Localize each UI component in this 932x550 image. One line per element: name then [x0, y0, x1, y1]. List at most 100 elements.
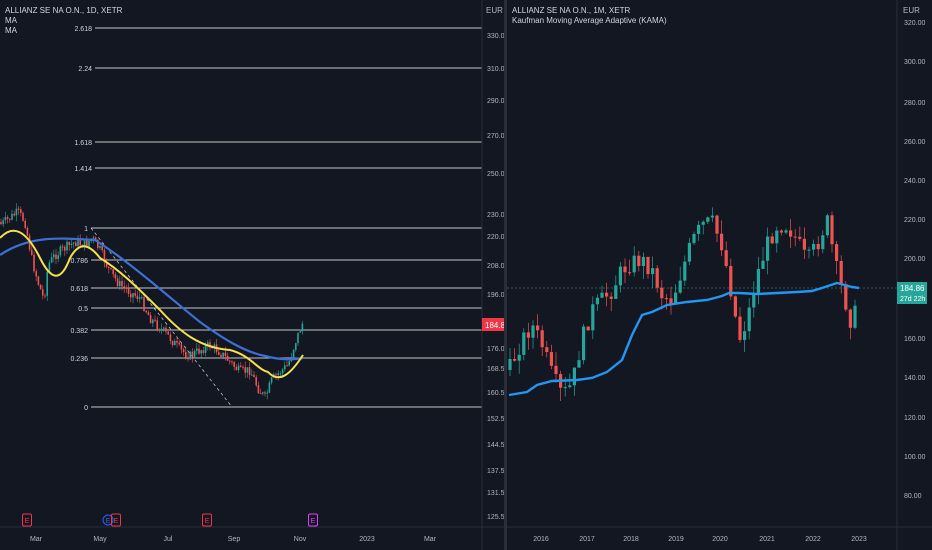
daily-candle [262, 392, 264, 394]
daily-candle [152, 319, 154, 324]
daily-candle [185, 352, 187, 358]
daily-candle [182, 349, 185, 353]
left-time-tick: 2023 [359, 536, 375, 543]
left-price-tick: 152.50 [487, 416, 504, 423]
daily-candle [213, 344, 216, 348]
daily-candle [275, 374, 277, 376]
daily-candle [31, 249, 33, 255]
monthly-candle [678, 280, 682, 293]
daily-candle [55, 254, 57, 259]
monthly-candle [835, 244, 839, 261]
daily-candle [66, 241, 68, 251]
daily-candle [94, 237, 97, 240]
monthly-candle [563, 387, 567, 389]
daily-candle [288, 361, 290, 366]
left-price-tick: 125.50 [487, 514, 504, 521]
daily-candle [17, 208, 20, 210]
kama-indicator[interactable]: Kaufman Moving Average Adaptive (KAMA) [512, 16, 667, 25]
right-currency-label: EUR [903, 6, 920, 15]
event-marker-label: E [25, 518, 30, 525]
daily-candle [101, 246, 103, 250]
right-time-tick: 2016 [533, 536, 549, 543]
left-chart-legend: ALLIANZ SE NA O.N., 1D, XETR MA MA [5, 6, 122, 36]
daily-candle [50, 257, 53, 263]
daily-candle [35, 271, 37, 277]
daily-candle [130, 293, 132, 298]
right-chart-panel[interactable]: EUR 320.00 300.00 280.00 260.00 240.00 220.00… [507, 0, 932, 550]
monthly-candle [720, 233, 724, 251]
daily-candle [61, 246, 64, 248]
left-price-tick: 196.00 [487, 292, 504, 299]
fib-level-label: 2.618 [74, 26, 92, 33]
monthly-candle [789, 230, 793, 237]
daily-candle [229, 360, 231, 362]
monthly-candle [554, 365, 558, 375]
monthly-candle [531, 325, 535, 338]
right-price-tick: 140.00 [904, 375, 926, 382]
daily-candle [132, 293, 134, 298]
left-chart-panel[interactable]: 2.618 2.24 1.618 1.414 1 0.786 0.618 0.5 0.382 0.… [0, 0, 504, 550]
daily-candle [240, 365, 242, 367]
monthly-chart-canvas[interactable]: EUR 320.00 300.00 280.00 260.00 240.00 220.00… [507, 0, 932, 550]
daily-candle [26, 227, 29, 236]
fib-level-label: 0.236 [70, 356, 88, 363]
fib-level-label: 0.5 [78, 306, 88, 313]
monthly-candle [784, 230, 788, 233]
monthly-candle [669, 298, 673, 305]
daily-candle [145, 310, 147, 313]
daily-candle [189, 351, 191, 360]
right-last-price-label: 184.86 [900, 284, 925, 293]
right-price-tick: 100.00 [904, 454, 926, 461]
daily-candle [114, 274, 117, 279]
right-countdown-label: 27d 22h [900, 296, 925, 303]
fib-level-label: 0.618 [70, 286, 88, 293]
monthly-candle [517, 354, 521, 361]
event-marker-label: E [311, 518, 316, 525]
ma-indicator-2[interactable]: MA [5, 26, 17, 35]
daily-candle [231, 361, 233, 363]
daily-candle [77, 239, 79, 247]
right-time-tick: 2017 [579, 536, 595, 543]
daily-candle [24, 220, 26, 228]
fib-trend-line [90, 227, 233, 408]
daily-candle [220, 354, 222, 357]
ma-indicator-1[interactable]: MA [5, 16, 17, 25]
right-chart-title[interactable]: ALLIANZ SE NA O.N., 1M, XETR [512, 6, 631, 15]
daily-chart-canvas[interactable]: 2.618 2.24 1.618 1.414 1 0.786 0.618 0.5 0.382 0.… [0, 0, 504, 550]
daily-candle [64, 246, 66, 251]
right-price-tick: 280.00 [904, 100, 926, 107]
daily-candle [224, 352, 227, 356]
right-time-tick: 2019 [668, 536, 684, 543]
left-price-tick: 208.00 [487, 263, 504, 270]
daily-candle [292, 349, 295, 358]
daily-candle [244, 367, 246, 373]
left-chart-title[interactable]: ALLIANZ SE NA O.N., 1D, XETR [5, 6, 123, 15]
left-price-tick: 290.00 [487, 98, 504, 105]
daily-candle [2, 220, 4, 225]
daily-candle [279, 373, 282, 375]
monthly-candle [595, 297, 599, 305]
right-price-tick: 200.00 [904, 256, 926, 263]
right-last-price-tag [897, 282, 927, 304]
daily-candle [222, 352, 224, 357]
monthly-candle [605, 292, 609, 297]
daily-candle [119, 280, 121, 286]
left-price-tick: 250.00 [487, 171, 504, 178]
daily-candle [103, 249, 106, 263]
monthly-candle [545, 347, 549, 353]
earnings-event-marker [22, 513, 32, 527]
monthly-candle [614, 285, 618, 299]
daily-candle [255, 377, 257, 386]
panel-divider[interactable] [504, 0, 507, 550]
monthly-candle [618, 266, 622, 286]
monthly-candle [549, 352, 553, 366]
daily-candle [108, 266, 110, 268]
daily-candle [202, 350, 205, 353]
fib-level-label: 0.382 [70, 328, 88, 335]
monthly-candle [752, 293, 756, 308]
daily-candle [112, 269, 114, 275]
daily-candle [68, 241, 70, 245]
daily-candle [9, 218, 11, 220]
right-price-tick: 300.00 [904, 59, 926, 66]
right-time-tick: 2023 [851, 536, 867, 543]
